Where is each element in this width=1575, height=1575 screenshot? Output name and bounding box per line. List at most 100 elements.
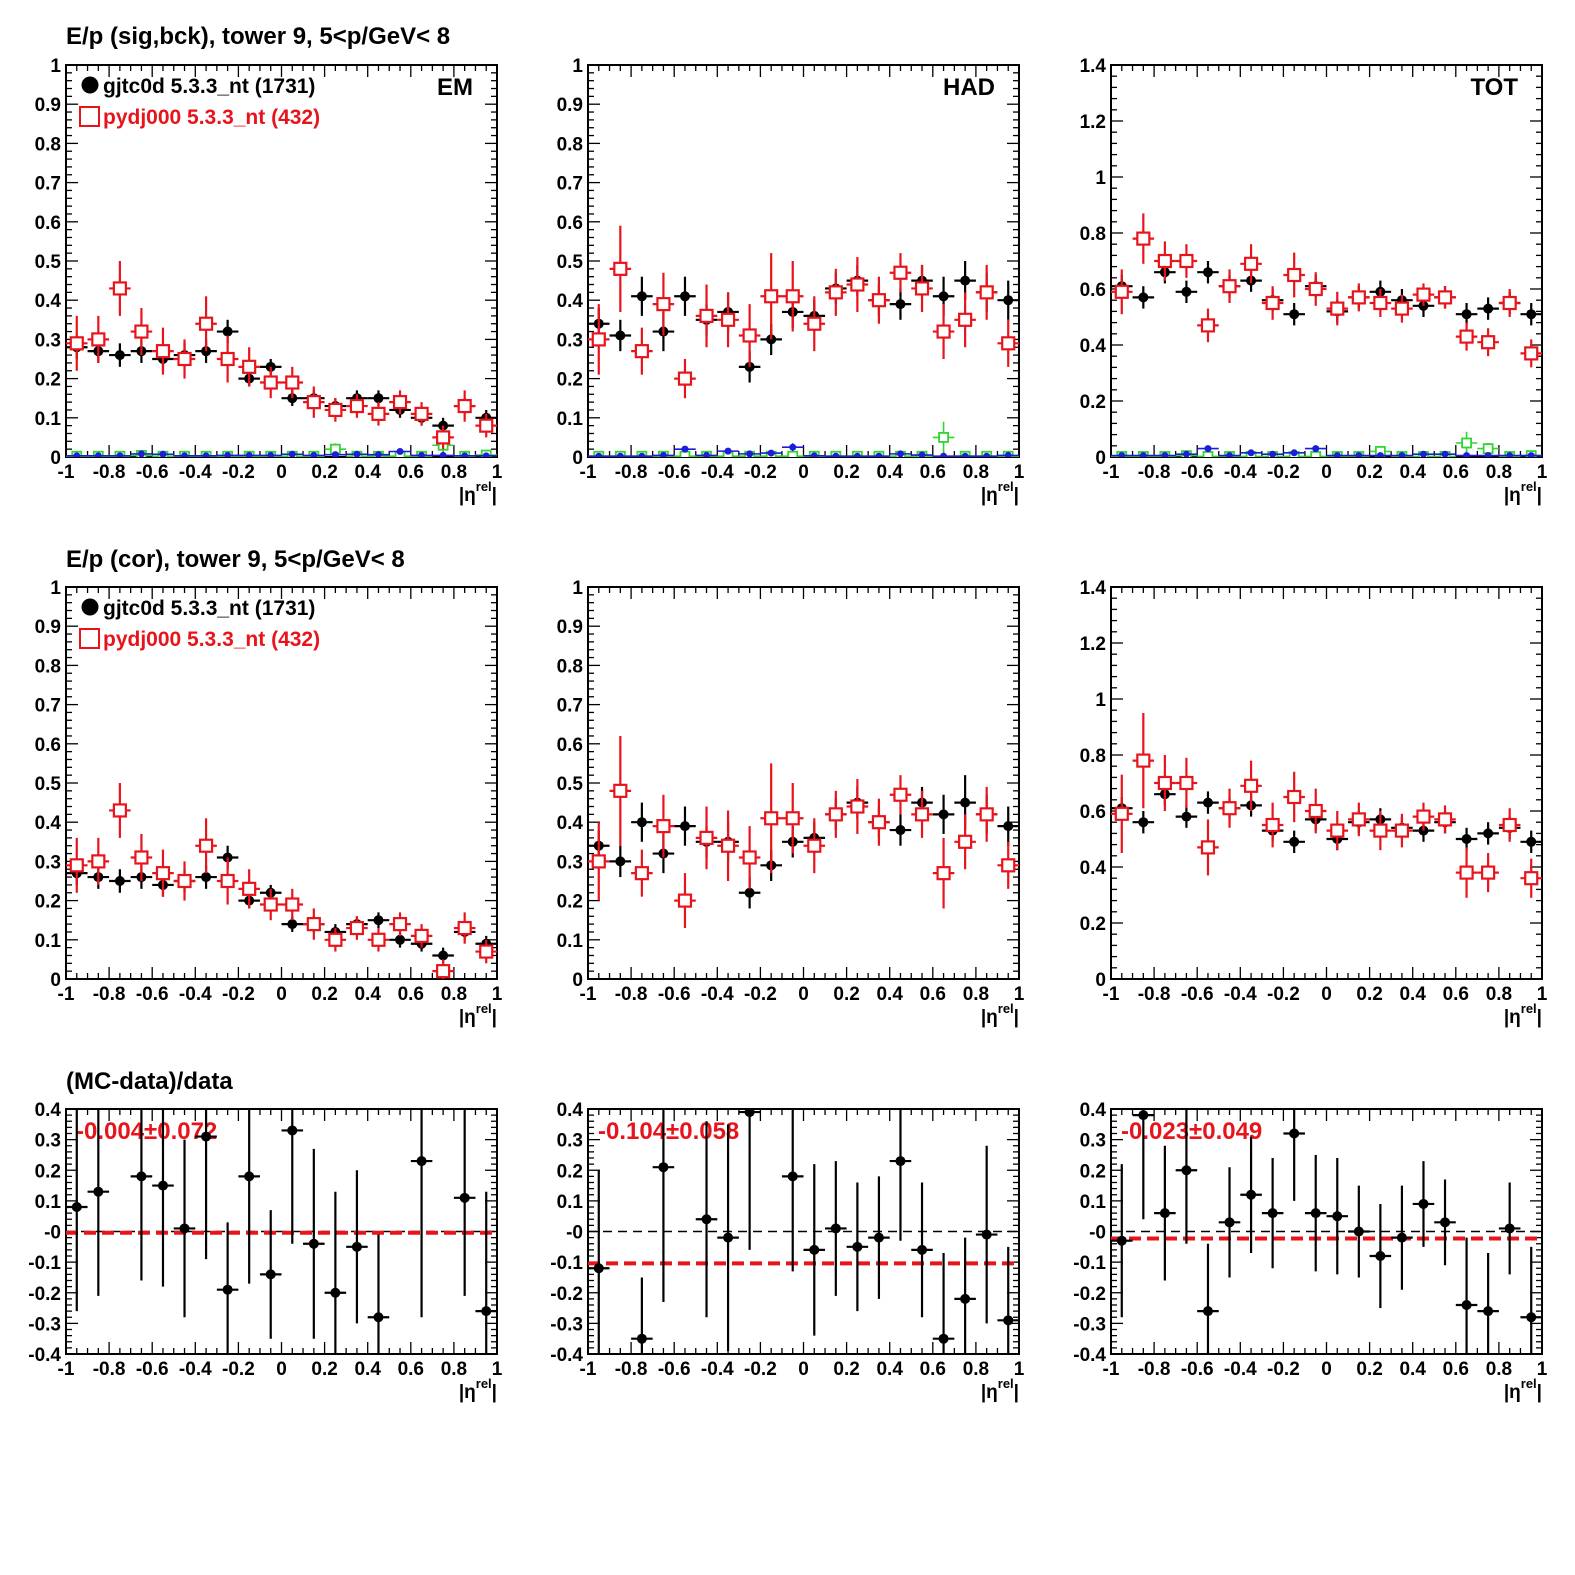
data-point bbox=[960, 275, 971, 286]
mc-point bbox=[634, 866, 649, 881]
data-point bbox=[744, 887, 755, 898]
x-tick-label: 0 bbox=[276, 984, 287, 1005]
x-tick-label: 1 bbox=[1537, 1359, 1548, 1380]
mc-point bbox=[1265, 817, 1280, 833]
data-layer bbox=[1111, 1109, 1542, 1354]
panel-tot: -1 -0.8 -0.6 -0.4 -0.2 0 0.2 0.4 0.6 0.8 1|ηrel|00… bbox=[1080, 56, 1548, 506]
legend-marker-filled-circle bbox=[81, 76, 99, 94]
x-tick-label: 0.4 bbox=[354, 1359, 381, 1380]
x-tick-label: 1 bbox=[1014, 1359, 1025, 1380]
mc-point bbox=[198, 316, 214, 331]
data-point bbox=[459, 1192, 470, 1203]
x-tick-label: 0.8 bbox=[441, 984, 467, 1005]
mc-point bbox=[764, 811, 779, 826]
data-point bbox=[373, 1312, 384, 1323]
data-point bbox=[917, 1244, 928, 1255]
mc-point bbox=[742, 850, 757, 865]
y-tick-label: 0 bbox=[572, 970, 583, 991]
y-ticks bbox=[1111, 1108, 1542, 1355]
data-point bbox=[1202, 1306, 1213, 1317]
data-point bbox=[287, 1125, 298, 1136]
y-tick-label: -0 bbox=[44, 1223, 61, 1244]
panel-em-ratio: -1 -0.8 -0.6 -0.4 -0.2 0 0.2 0.4 0.6 0.8 1|ηrel| -0… bbox=[28, 1100, 502, 1403]
y-tick-label: 0.3 bbox=[557, 330, 583, 351]
y-tick-label: 0.7 bbox=[35, 174, 61, 195]
data-point bbox=[244, 1171, 255, 1182]
x-tick-label: -0.8 bbox=[615, 462, 648, 483]
data-point bbox=[895, 1156, 906, 1167]
y-tick-label: 0.7 bbox=[35, 696, 61, 717]
x-axis-title: |ηrel| bbox=[981, 1001, 1019, 1028]
mc-point bbox=[1481, 865, 1496, 880]
bck-data-point bbox=[1463, 452, 1471, 457]
x-ticks bbox=[1110, 587, 1543, 979]
x-tick-label: -0.2 bbox=[744, 462, 777, 483]
data-point bbox=[960, 797, 971, 808]
y-tick-label: 1.2 bbox=[1080, 634, 1106, 655]
mc-point bbox=[91, 332, 106, 347]
y-tick-label: -0.4 bbox=[1073, 1345, 1106, 1366]
mc-point bbox=[936, 324, 951, 339]
bck-data-point bbox=[1355, 452, 1363, 457]
mc-point bbox=[242, 359, 257, 374]
mc-point bbox=[1394, 301, 1410, 316]
bck-data-point bbox=[1484, 452, 1492, 457]
mc-point bbox=[1330, 823, 1345, 838]
y-tick-label: 0.1 bbox=[557, 1192, 584, 1213]
data-point bbox=[287, 919, 298, 930]
data-point bbox=[201, 872, 212, 883]
bck-data-point bbox=[961, 452, 969, 457]
y-tick-label: 0.2 bbox=[1080, 1161, 1106, 1182]
y-tick-label: 0.1 bbox=[35, 1192, 62, 1213]
data-point bbox=[1440, 1217, 1451, 1228]
x-tick-label: 0 bbox=[276, 462, 287, 483]
panel-tot-ratio: -1 -0.8 -0.6 -0.4 -0.2 0 0.2 0.4 0.6 0.8 1|ηrel| -0… bbox=[1073, 1100, 1548, 1403]
mc-point bbox=[958, 312, 973, 327]
x-tick-label: -0.8 bbox=[1138, 462, 1171, 483]
x-axis-title: |ηrel| bbox=[459, 1001, 497, 1028]
bck-data-point bbox=[1441, 450, 1449, 457]
y-ticks bbox=[66, 1108, 497, 1355]
x-tick-label: 1 bbox=[492, 984, 503, 1005]
y-tick-label: 1 bbox=[50, 578, 61, 599]
data-point bbox=[787, 1171, 798, 1182]
x-tick-label: 0.6 bbox=[1443, 1359, 1469, 1380]
x-tick-label: -0.2 bbox=[744, 984, 777, 1005]
panel-corner-label: TOT bbox=[1470, 74, 1518, 101]
mc-point bbox=[155, 866, 171, 881]
bck-data-point bbox=[918, 451, 926, 457]
data-point bbox=[981, 1229, 992, 1240]
mc-point bbox=[936, 866, 951, 881]
mc-point bbox=[1136, 231, 1151, 246]
mc-point bbox=[328, 932, 343, 947]
mc-point bbox=[349, 920, 365, 936]
x-tick-label: -1 bbox=[580, 1359, 597, 1380]
data-point bbox=[1138, 1110, 1149, 1121]
data-layer bbox=[588, 225, 1019, 457]
x-tick-label: 0.4 bbox=[876, 462, 903, 483]
data-point bbox=[1483, 1306, 1494, 1317]
x-tick-label: 0.4 bbox=[876, 984, 903, 1005]
x-tick-label: 0.6 bbox=[398, 1359, 424, 1380]
y-tick-label: 0.2 bbox=[557, 892, 583, 913]
mc-point bbox=[1373, 823, 1388, 838]
data-layer bbox=[1111, 713, 1542, 898]
x-axis-title: |ηrel| bbox=[1504, 1376, 1542, 1403]
x-tick-label: -0.2 bbox=[222, 1359, 255, 1380]
bck-data-point bbox=[1226, 452, 1234, 457]
y-tick-label: 0.8 bbox=[557, 134, 583, 155]
mc-point bbox=[392, 917, 408, 932]
bck-data-point bbox=[1333, 452, 1341, 457]
x-tick-label: -1 bbox=[1103, 984, 1120, 1005]
mc-point bbox=[457, 398, 472, 414]
fit-value-label: -0.023±0.049 bbox=[1121, 1118, 1262, 1145]
mc-point bbox=[436, 430, 451, 445]
data-layer bbox=[66, 783, 497, 979]
bck-data-point bbox=[94, 452, 102, 457]
series-bck_data bbox=[66, 448, 497, 457]
data-point bbox=[222, 1284, 233, 1295]
x-axis-title: |ηrel| bbox=[981, 1376, 1019, 1403]
mc-point bbox=[1351, 812, 1366, 827]
data-point bbox=[1003, 1315, 1014, 1326]
y-tick-label: 0.9 bbox=[35, 617, 61, 638]
